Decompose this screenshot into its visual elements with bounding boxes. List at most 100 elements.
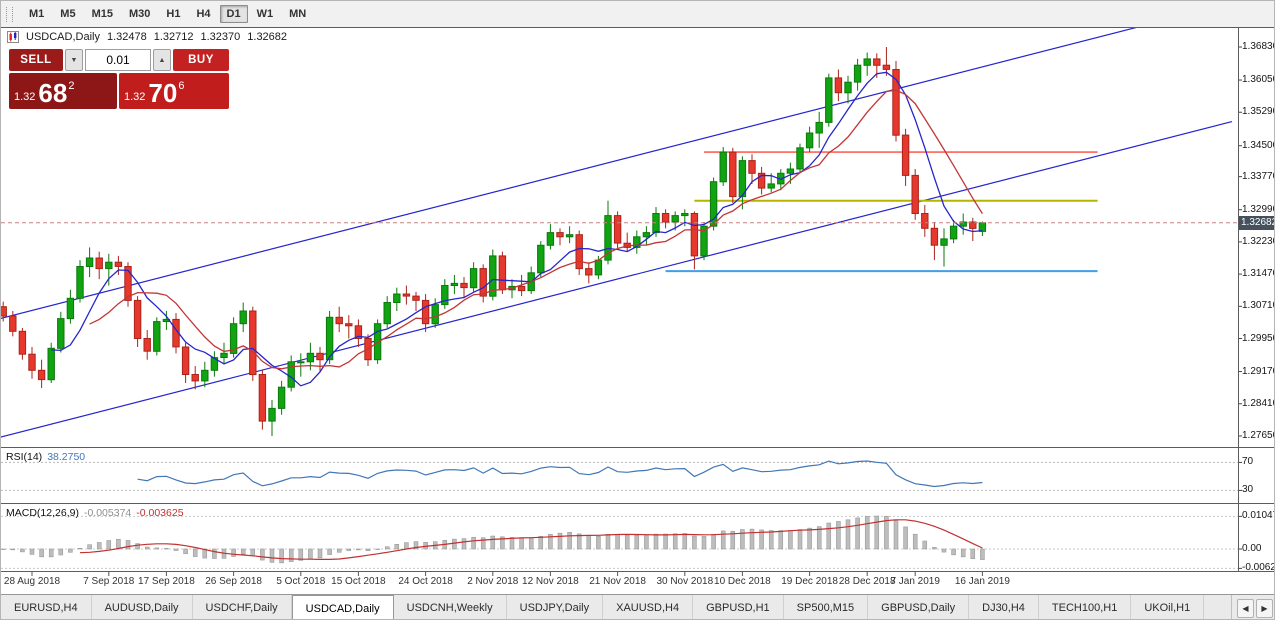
buy-button[interactable]: BUY	[173, 49, 229, 71]
date-label: 7 Sep 2018	[83, 576, 135, 587]
tabs-scroll-right-button[interactable]: ▶	[1256, 598, 1273, 618]
chart-tabs: EURUSD,H4 AUDUSD,Daily USDCHF,Daily USDCAD,…	[1, 595, 1231, 619]
scale-label: 0.010474	[1242, 510, 1274, 522]
scale-label: 0.00	[1242, 543, 1262, 554]
date-label: 28 Aug 2018	[3, 576, 61, 587]
timeframe-button-d1[interactable]: D1	[219, 5, 248, 23]
volume-increase-button[interactable]: ▲	[153, 49, 171, 71]
scale-label: -0.006218	[1242, 562, 1274, 574]
scale-label: 1.33770	[1242, 170, 1275, 182]
macd-main-value: -0.005374	[83, 507, 132, 519]
chevron-down-icon: ▼	[70, 56, 78, 64]
tab-usdchf-daily[interactable]: USDCHF,Daily	[193, 595, 292, 619]
tab-dj30-h4[interactable]: DJ30,H4	[969, 595, 1039, 619]
date-label: 28 Dec 2018	[838, 576, 896, 587]
rsi-value: 38.2750	[47, 451, 86, 463]
timeframe-button-h1[interactable]: H1	[166, 8, 181, 20]
rsi-indicator-label: RSI(14) 38.2750	[6, 451, 90, 463]
symbol-name: USDCAD,Daily	[26, 31, 100, 43]
tab-gbpusd-daily[interactable]: GBPUSD,Daily	[868, 595, 970, 619]
tab-eurusd-h4[interactable]: EURUSD,H4	[1, 595, 92, 619]
timeframe-button-group: M1 M5 M15 M30 H1 H4 D1 W1 MN	[22, 5, 315, 23]
buy-price-pip: 6	[178, 80, 185, 92]
sell-price-base: 1.32	[14, 91, 36, 103]
scale-label: 1.36830	[1242, 41, 1275, 52]
tab-usdcnh-weekly[interactable]: USDCNH,Weekly	[394, 595, 507, 619]
date-label: 21 Nov 2018	[589, 576, 646, 587]
macd-signal-value: -0.003625	[136, 507, 184, 519]
scale-label: 1.31470	[1242, 268, 1275, 280]
scale-label: 1.34500	[1242, 139, 1275, 151]
axis-border	[1, 571, 1274, 572]
time-axis[interactable]: 28 Aug 2018 7 Sep 2018 17 Sep 2018 26 Sep 2…	[1, 576, 1238, 592]
date-label: 16 Jan 2019	[954, 576, 1010, 587]
chart-symbol-icon	[7, 31, 19, 43]
scale-label: 1.28410	[1242, 397, 1275, 409]
date-label: 10 Dec 2018	[714, 576, 771, 587]
sell-button[interactable]: SELL	[9, 49, 63, 71]
macd-name: MACD(12,26,9)	[6, 507, 79, 519]
buy-price-panel[interactable]: 1.32 70 6	[119, 73, 229, 109]
tab-gbpusd-h1[interactable]: GBPUSD,H1	[693, 595, 784, 619]
date-label: 30 Nov 2018	[656, 576, 714, 587]
timeframe-button-w1[interactable]: W1	[256, 8, 274, 20]
scale-label: 1.36050	[1242, 74, 1275, 86]
chart-top-border	[1, 27, 1274, 28]
scale-label: 30	[1242, 484, 1254, 496]
date-label: 2 Nov 2018	[467, 576, 519, 587]
date-label: 15 Oct 2018	[331, 576, 386, 587]
scale-label: 1.27650	[1242, 429, 1275, 441]
volume-decrease-button[interactable]: ▼	[65, 49, 83, 71]
tab-audusd-daily[interactable]: AUDUSD,Daily	[92, 595, 193, 619]
scale-label: 1.32230	[1242, 235, 1275, 247]
rsi-pane-border[interactable]	[1, 447, 1274, 448]
scale-label: 70	[1242, 456, 1254, 468]
timeframe-button-m15[interactable]: M15	[91, 8, 113, 20]
sell-price-big: 68	[38, 78, 68, 108]
tab-scroll-controls: ◀ ▶	[1231, 595, 1274, 619]
timeframe-button-m1[interactable]: M1	[29, 8, 45, 20]
macd-pane-border[interactable]	[1, 503, 1274, 504]
ohlc-close: 1.32682	[247, 31, 288, 43]
timeframe-button-mn[interactable]: MN	[289, 8, 307, 20]
rsi-name: RSI(14)	[6, 451, 43, 463]
tab-usdjpy-daily[interactable]: USDJPY,Daily	[507, 595, 604, 619]
toolbar-grip[interactable]	[6, 6, 13, 22]
tab-sp500-m15[interactable]: SP500,M15	[784, 595, 869, 619]
tab-tech100-h1[interactable]: TECH100,H1	[1039, 595, 1132, 619]
current-price-badge: 1.32682	[1239, 216, 1275, 230]
tab-xauusd-h4[interactable]: XAUUSD,H4	[603, 595, 694, 619]
tab-ukoil-h1[interactable]: UKOil,H1	[1131, 595, 1205, 619]
scale-label: 1.30710	[1242, 300, 1275, 312]
timeframe-button-m30[interactable]: M30	[128, 8, 151, 20]
scale-label: 1.32990	[1242, 203, 1275, 215]
ohlc-high: 1.32712	[153, 31, 194, 43]
timeframe-toolbar: M1 M5 M15 M30 H1 H4 D1 W1 MN	[1, 1, 1274, 27]
macd-indicator-label: MACD(12,26,9) -0.005374 -0.003625	[6, 507, 189, 519]
date-label: 26 Sep 2018	[205, 576, 262, 587]
one-click-trading-panel: SELL ▼ 0.01 ▲ BUY 1.32 68 2 1.32 70 6	[9, 49, 229, 109]
date-label: 24 Oct 2018	[398, 576, 453, 587]
sell-price-panel[interactable]: 1.32 68 2	[9, 73, 117, 109]
buy-price-big: 70	[148, 78, 178, 108]
arrow-right-icon: ▶	[1261, 603, 1268, 613]
date-label: 7 Jan 2019	[890, 576, 940, 587]
ohlc-open: 1.32478	[106, 31, 147, 43]
tabs-scroll-left-button[interactable]: ◀	[1237, 598, 1254, 618]
chart-tab-bar: EURUSD,H4 AUDUSD,Daily USDCHF,Daily USDCAD,…	[1, 594, 1274, 619]
price-scale-border	[1238, 27, 1239, 572]
date-label: 17 Sep 2018	[138, 576, 195, 587]
chevron-up-icon: ▲	[158, 56, 166, 64]
price-scale[interactable]: 1.32682 0.010474 0.00 -0.006218 1.36830 1.36…	[1239, 1, 1275, 593]
volume-input[interactable]: 0.01	[85, 49, 151, 71]
date-label: 12 Nov 2018	[522, 576, 579, 587]
timeframe-button-m5[interactable]: M5	[60, 8, 76, 20]
timeframe-button-h4[interactable]: H4	[196, 8, 211, 20]
scale-label: 1.35290	[1242, 106, 1275, 118]
tab-usdcad-daily[interactable]: USDCAD,Daily	[291, 595, 394, 619]
date-label: 19 Dec 2018	[781, 576, 838, 587]
scale-label: 1.29950	[1242, 332, 1275, 344]
buy-price-base: 1.32	[124, 91, 146, 103]
